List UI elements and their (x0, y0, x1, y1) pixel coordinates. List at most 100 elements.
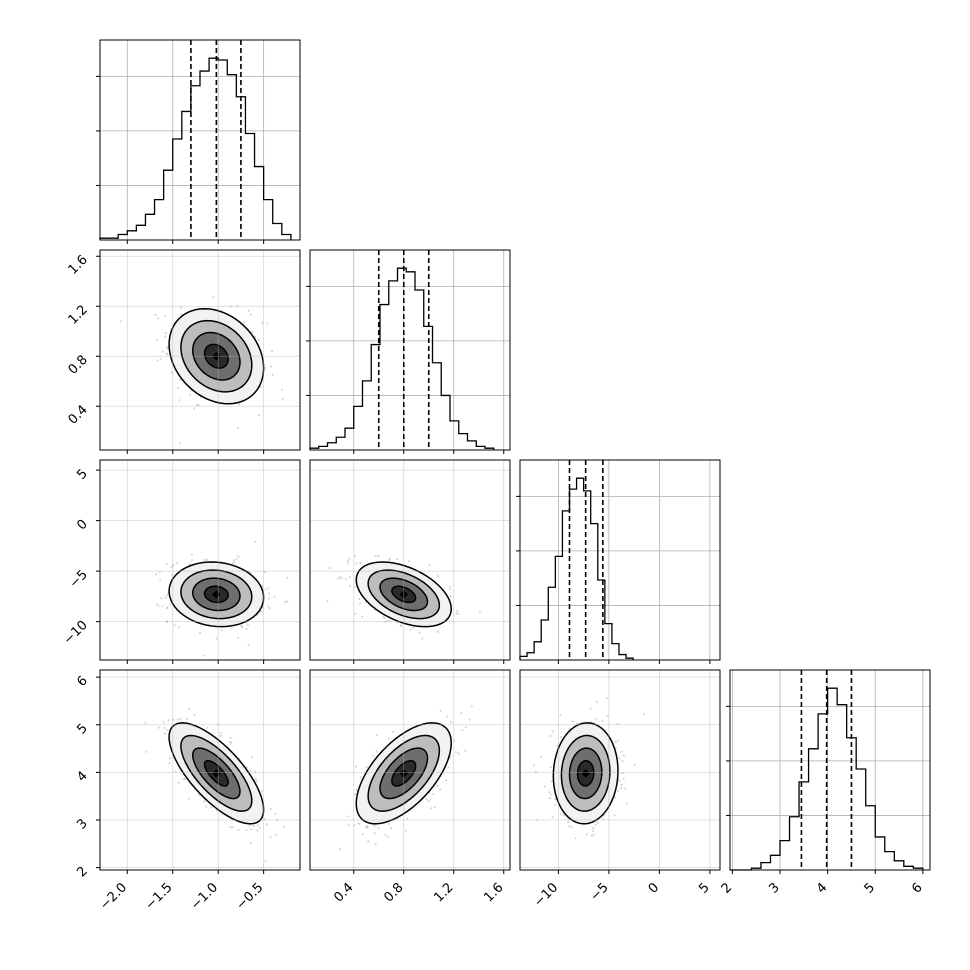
sample-point (621, 760, 624, 763)
sample-point (269, 808, 272, 811)
sample-point (269, 365, 273, 368)
sample-point (620, 783, 623, 786)
sample-point (593, 833, 596, 836)
sample-point (240, 625, 244, 629)
sample-point (178, 399, 181, 402)
sample-point (436, 630, 439, 633)
y-tick-label: 5 (74, 721, 90, 737)
y-tick-label: 3 (74, 816, 90, 832)
sample-point (163, 314, 167, 318)
sample-point (263, 571, 266, 574)
sample-point (203, 558, 206, 561)
sample-point (203, 654, 206, 657)
sample-point (232, 559, 236, 562)
y-tick-label: 4 (74, 769, 90, 785)
sample-point (365, 824, 368, 828)
sample-point (145, 750, 148, 753)
sample-point (365, 826, 368, 829)
sample-point (160, 357, 163, 360)
sample-point (596, 821, 599, 825)
sample-point (374, 554, 377, 557)
sample-point (550, 793, 553, 796)
sample-point (559, 735, 563, 739)
sample-point (160, 597, 163, 600)
sample-point (246, 623, 249, 626)
sample-point (219, 731, 223, 734)
sample-point (432, 792, 435, 796)
sample-point (237, 555, 240, 558)
sample-point (354, 765, 357, 768)
y-tick-label: 0 (74, 517, 90, 533)
sample-point (404, 829, 407, 832)
sample-point (212, 296, 215, 299)
sample-point (613, 814, 616, 817)
contour-line (576, 759, 595, 787)
histogram-panel-2 (306, 249, 511, 451)
panel-content (338, 705, 473, 851)
sample-point (188, 393, 192, 397)
panel-frame (99, 39, 301, 241)
sample-point (613, 796, 616, 799)
sample-point (158, 726, 161, 729)
sample-point (361, 615, 364, 618)
sample-point (242, 320, 245, 324)
sample-point (359, 776, 362, 779)
sample-point (616, 722, 619, 725)
x-tick-label: 2 (719, 880, 735, 896)
sample-point (164, 596, 167, 599)
density-peak (581, 769, 590, 778)
sample-point (265, 823, 268, 826)
histogram-panel-4 (726, 669, 931, 871)
sample-point (602, 817, 605, 820)
scatter-panel-1-2 (99, 249, 301, 451)
x-tick-label: 5 (862, 880, 878, 896)
sample-point (594, 823, 597, 826)
sample-point (455, 751, 458, 754)
contour-line (168, 722, 265, 825)
sample-point (273, 595, 276, 598)
scatter-panel-2-4 (309, 669, 511, 871)
sample-point (266, 322, 269, 325)
sample-point (195, 403, 199, 407)
sample-point (270, 350, 274, 353)
sample-point (215, 637, 218, 640)
sample-point (182, 777, 185, 781)
sample-point (387, 737, 390, 740)
x-tick-label: −1.0 (188, 880, 221, 913)
sample-point (267, 597, 271, 600)
sample-point (166, 347, 169, 350)
sample-point (554, 803, 557, 807)
sample-point (568, 727, 571, 730)
sample-point (585, 833, 589, 836)
sample-point (326, 600, 329, 603)
scatter-panel-1-3 (99, 459, 301, 661)
sample-point (274, 812, 277, 816)
sample-point (375, 750, 378, 753)
histogram-step-line (99, 57, 292, 240)
sample-point (245, 627, 248, 631)
sample-point (190, 559, 193, 562)
contour-line (355, 561, 452, 628)
y-tick-label: 6 (74, 673, 90, 689)
sample-point (347, 815, 350, 818)
panel-frame (99, 669, 301, 871)
contour-line (355, 722, 452, 825)
sample-point (177, 781, 180, 784)
panel-content (326, 554, 481, 640)
sample-point (188, 707, 191, 711)
sample-point (220, 628, 223, 632)
sample-point (372, 754, 375, 757)
sample-point (267, 605, 270, 608)
contour-line (560, 734, 611, 812)
sample-point (460, 712, 463, 715)
sample-point (348, 584, 351, 587)
sample-point (548, 797, 552, 800)
contour-line (203, 585, 229, 604)
sample-point (605, 697, 609, 700)
sample-point (176, 562, 179, 565)
panel-frame (729, 669, 931, 871)
sample-point (249, 769, 252, 773)
sample-point (180, 313, 183, 316)
x-tick-label: −0.5 (234, 880, 267, 913)
contour-line (191, 331, 241, 381)
